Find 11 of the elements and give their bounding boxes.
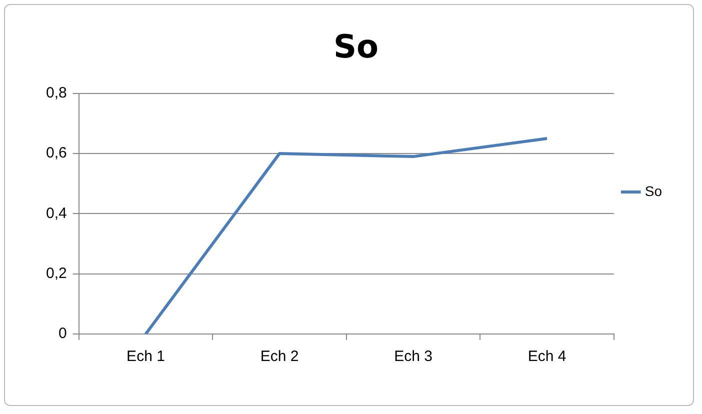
x-tick-label: Ech 4 bbox=[528, 348, 566, 366]
y-tick-label: 0,2 bbox=[46, 264, 67, 282]
x-tick-label: Ech 3 bbox=[394, 348, 432, 366]
y-tick-label: 0,6 bbox=[46, 144, 67, 162]
x-tick-label: Ech 1 bbox=[126, 348, 165, 366]
y-tick-label: 0 bbox=[58, 325, 67, 342]
y-tick-label: 0,4 bbox=[46, 204, 67, 222]
x-tick-label: Ech 2 bbox=[260, 348, 299, 366]
y-tick-label: 0,8 bbox=[46, 84, 67, 102]
chart-title: So bbox=[333, 28, 379, 66]
legend-label: So bbox=[644, 182, 662, 199]
